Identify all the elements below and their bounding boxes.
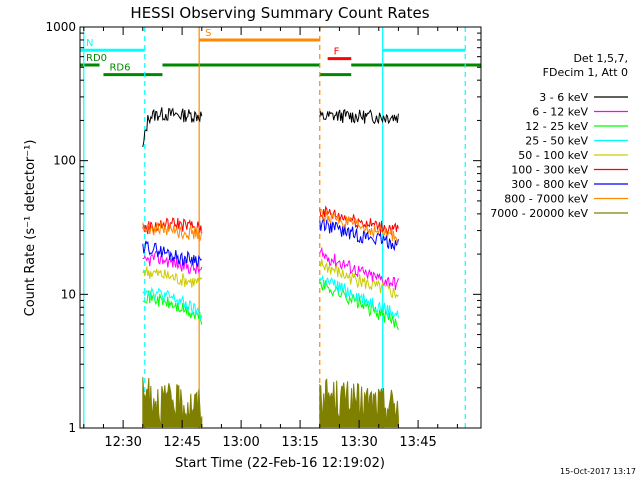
legend-label: 300 - 800 keV	[511, 178, 588, 191]
flag-label-rd6: RD6	[109, 63, 130, 74]
legend-label: 100 - 300 keV	[511, 164, 588, 177]
legend-label: 800 - 7000 keV	[504, 193, 588, 206]
series-300-800-kev	[142, 217, 399, 268]
y-tick-label: 100	[53, 154, 76, 168]
flag-label-s: S	[205, 28, 211, 39]
legend-label: 7000 - 20000 keV	[490, 207, 588, 220]
x-tick-label: 12:30	[104, 435, 141, 450]
legend: Det 1,5,7,FDecim 1, Att 0 3 - 6 keV 6 - 12…	[490, 52, 628, 220]
legend-label: 3 - 6 keV	[539, 91, 588, 104]
x-tick-label: 12:45	[163, 435, 200, 450]
series-3-6-kev	[142, 107, 399, 148]
series-line	[142, 217, 203, 235]
series-line	[142, 377, 203, 427]
chart-title: HESSI Observing Summary Count Rates	[130, 4, 429, 22]
series-line	[319, 274, 399, 319]
series-line	[142, 221, 203, 242]
series-line	[142, 290, 203, 325]
x-tick-label: 13:15	[281, 435, 318, 450]
series-line	[319, 108, 399, 125]
legend-label: 50 - 100 keV	[518, 149, 588, 162]
series-line	[142, 250, 203, 275]
series-line	[319, 246, 399, 290]
x-tick-label: 13:00	[222, 435, 259, 450]
series-7000-20000-kev	[142, 377, 399, 427]
legend-header: Det 1,5,7,	[573, 52, 628, 65]
series-line	[142, 266, 203, 288]
legend-header: FDecim 1, Att 0	[543, 66, 628, 79]
x-tick-label: 13:45	[399, 435, 436, 450]
series-6-12-kev	[142, 246, 399, 290]
y-tick-label: 10	[61, 287, 76, 301]
data-series	[142, 107, 399, 427]
flag-label-rd0: RD0	[86, 53, 107, 64]
legend-label: 25 - 50 keV	[525, 135, 588, 148]
series-line	[319, 378, 399, 427]
y-axis-label: Count Rate (s⁻¹ detector⁻¹)	[23, 140, 38, 317]
series-line	[319, 208, 399, 245]
series-line	[142, 286, 203, 320]
series-12-25-kev	[142, 280, 399, 331]
legend-label: 12 - 25 keV	[525, 120, 588, 133]
series-line	[319, 280, 399, 331]
series-25-50-kev	[142, 274, 399, 320]
flag-label-f: F	[334, 47, 340, 58]
x-axis-label: Start Time (22-Feb-16 12:19:02)	[175, 456, 385, 471]
series-line	[142, 240, 202, 268]
series-line	[319, 217, 399, 252]
x-tick-label: 13:30	[340, 435, 377, 450]
y-tick-label: 1	[68, 421, 76, 435]
series-line	[319, 258, 399, 299]
series-50-100-kev	[142, 258, 399, 299]
series-line	[142, 107, 203, 148]
series-800-7000-kev	[142, 208, 399, 245]
flag-label-n: N	[86, 38, 93, 49]
y-tick-label: 1000	[45, 20, 76, 34]
axes: 1 10 100 1000 12:30 12:45 13:00 13:15 13:30 13:45	[45, 20, 481, 450]
generation-timestamp: 15-Oct-2017 13:17	[560, 467, 636, 476]
legend-label: 6 - 12 keV	[532, 106, 588, 119]
